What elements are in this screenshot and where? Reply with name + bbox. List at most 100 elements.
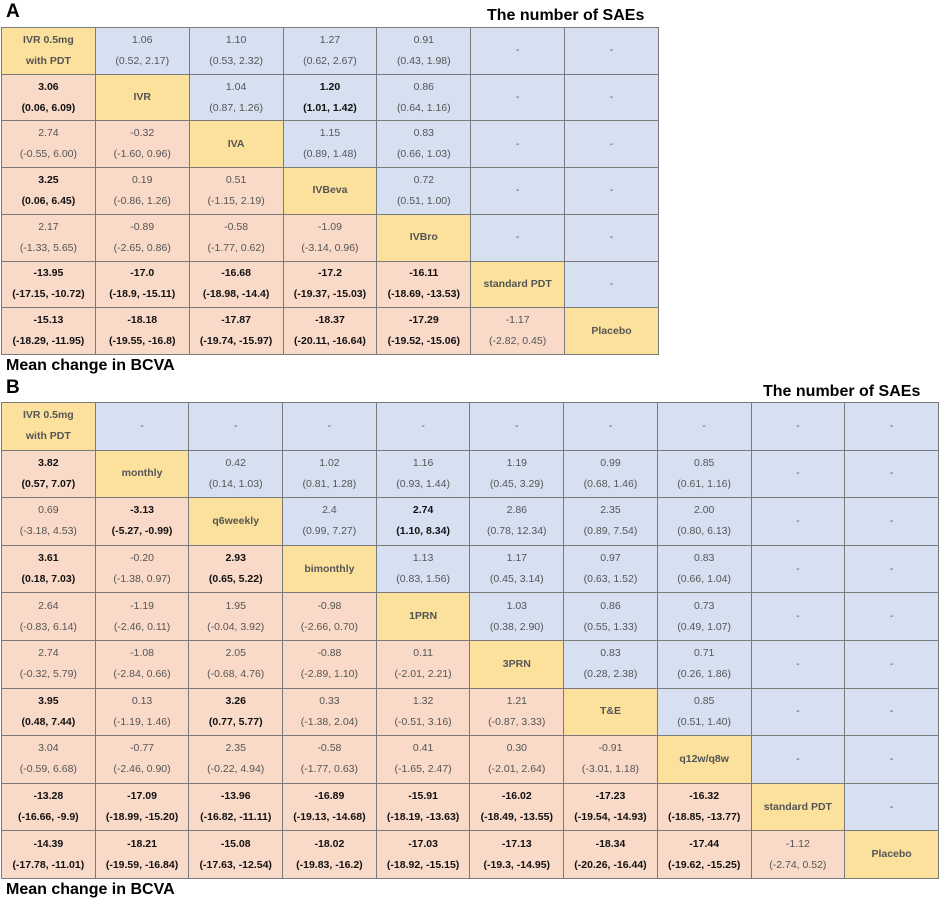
estimate: 1.20 (319, 80, 341, 93)
sae-comparison-cell: 1.04 (0.87, 1.26) (188, 73, 284, 122)
confidence-interval: (0.62, 2.67) (303, 54, 357, 67)
treatment-label-cell: 3PRN (469, 639, 565, 689)
no-data-dash: - (796, 657, 800, 670)
treatment-label: 1PRN (409, 610, 438, 623)
no-data-dash: - (515, 137, 520, 150)
estimate: 2.86 (506, 504, 527, 517)
no-data-dash: - (702, 419, 706, 432)
treatment-label-cell: IVR 0.5mg with PDT (1, 402, 96, 451)
bcva-comparison-cell: 0.19 (-0.86, 1.26) (94, 167, 190, 215)
estimate: 1.15 (319, 127, 341, 140)
estimate: -18.37 (315, 314, 345, 327)
confidence-interval: (-20.26, -16.44) (574, 858, 647, 871)
confidence-interval: (0.52, 2.17) (115, 54, 170, 67)
estimate: 0.86 (600, 599, 621, 612)
confidence-interval: (-1.33, 5.65) (19, 241, 78, 254)
estimate: -0.58 (224, 220, 249, 233)
bcva-comparison-cell: 0.33 (-1.38, 2.04) (282, 687, 377, 737)
bcva-comparison-cell: 2.74 (-0.32, 5.79) (1, 639, 96, 689)
table-row: 3.82 (0.57, 7.07) monthly 0.42 (0.14, 1.03) 1… (1, 449, 939, 499)
bcva-comparison-cell: 0.41 (-1.65, 2.47) (375, 735, 471, 784)
bcva-comparison-cell: 0.11 (-2.01, 2.21) (375, 639, 471, 689)
no-data-dash: - (796, 752, 800, 765)
estimate: -17.03 (408, 837, 438, 850)
confidence-interval: (-19.74, -15.97) (199, 335, 273, 348)
confidence-interval: (-3.01, 1.18) (581, 763, 640, 776)
no-data-cell: - (844, 639, 939, 689)
treatment-label: q6weekly (212, 514, 260, 527)
bcva-comparison-cell: -17.03 (-18.92, -15.15) (375, 830, 471, 879)
sae-comparison-cell: 0.86 (0.64, 1.16) (376, 73, 472, 122)
confidence-interval: (-1.77, 0.62) (207, 241, 265, 254)
confidence-interval: (0.83, 1.56) (396, 573, 450, 586)
bcva-comparison-cell: 2.74 (-0.55, 6.00) (1, 120, 96, 169)
confidence-interval: (0.51, 1.40) (677, 715, 731, 728)
confidence-interval: (-1.38, 0.97) (113, 573, 171, 586)
sae-comparison-cell: 1.27 (0.62, 2.67) (282, 27, 378, 75)
bcva-comparison-cell: -0.98 (-2.66, 0.70) (282, 592, 377, 641)
no-data-dash: - (515, 91, 520, 104)
estimate: 0.99 (600, 456, 621, 469)
bcva-comparison-cell: -0.58 (-1.77, 0.62) (188, 213, 284, 262)
no-data-cell: - (750, 497, 846, 546)
estimate: -0.98 (317, 599, 342, 612)
sae-comparison-cell: 1.19 (0.45, 3.29) (469, 449, 565, 499)
estimate: 0.72 (413, 173, 435, 186)
confidence-interval: (-16.82, -11.11) (200, 811, 272, 824)
confidence-interval: (0.89, 1.48) (303, 148, 357, 161)
bcva-comparison-cell: -0.32 (-1.60, 0.96) (94, 120, 190, 169)
no-data-dash: - (233, 419, 238, 432)
confidence-interval: (-0.86, 1.26) (113, 194, 171, 207)
bcva-comparison-cell: -1.12 (-2.74, 0.52) (750, 830, 846, 879)
estimate: -1.19 (130, 599, 154, 612)
treatment-label: T&E (599, 705, 621, 718)
confidence-interval: (-2.46, 0.11) (113, 620, 171, 633)
estimate: 2.74 (38, 647, 59, 660)
confidence-interval: (-18.29, -11.95) (12, 335, 85, 348)
bcva-comparison-cell: 3.61 (0.18, 7.03) (1, 544, 96, 594)
estimate: -0.88 (317, 647, 342, 660)
bcva-comparison-cell: -17.0 (-18.9, -15.11) (94, 260, 190, 309)
confidence-interval: (-2.46, 0.90) (113, 763, 171, 776)
treatment-label: standard PDT (763, 800, 832, 813)
no-data-cell: - (750, 639, 846, 689)
confidence-interval: (-18.69, -13.53) (387, 288, 460, 301)
confidence-interval: (-0.04, 3.92) (207, 620, 265, 633)
no-data-dash: - (796, 705, 800, 718)
sae-comparison-cell: 1.10 (0.53, 2.32) (188, 27, 284, 75)
no-data-dash: - (796, 467, 800, 480)
table-row: -15.13 (-18.29, -11.95) -18.18 (-19.55, -16… (1, 307, 659, 355)
estimate: 2.35 (225, 742, 246, 755)
sae-comparison-cell: 0.91 (0.43, 1.98) (376, 27, 472, 75)
no-data-cell: - (470, 120, 566, 169)
estimate: 1.19 (506, 456, 527, 469)
estimate: -1.09 (317, 220, 342, 233)
sae-comparison-cell: 0.42 (0.14, 1.03) (188, 449, 284, 499)
bcva-comparison-cell: -0.20 (-1.38, 0.97) (94, 544, 190, 594)
estimate: -18.34 (595, 837, 626, 850)
confidence-interval: (-17.78, -11.01) (12, 858, 85, 871)
sae-comparison-cell: 0.73 (0.49, 1.07) (656, 592, 752, 641)
estimate: 0.86 (413, 80, 435, 93)
confidence-interval: (-19.55, -16.8) (108, 335, 176, 348)
confidence-interval: (-5.27, -0.99) (111, 525, 173, 538)
confidence-interval: (0.77, 5.77) (208, 715, 263, 728)
sae-comparison-cell: 0.72 (0.51, 1.00) (376, 167, 472, 215)
confidence-interval: (-3.18, 4.53) (19, 525, 77, 538)
no-data-dash: - (889, 467, 894, 480)
treatment-label: q12w/q8w (679, 752, 729, 765)
estimate: 0.97 (600, 552, 621, 565)
confidence-interval: (-16.66, -9.9) (17, 811, 79, 824)
no-data-cell: - (470, 213, 566, 262)
estimate: -16.32 (689, 790, 720, 803)
confidence-interval: (-2.89, 1.10) (300, 668, 358, 681)
no-data-dash: - (421, 419, 425, 432)
bcva-comparison-cell: 3.26 (0.77, 5.77) (188, 687, 284, 737)
sae-comparison-cell: 1.17 (0.45, 3.14) (469, 544, 565, 594)
estimate: 3.06 (38, 80, 59, 93)
no-data-cell: - (656, 402, 752, 451)
confidence-interval: (-18.98, -14.4) (202, 288, 270, 301)
no-data-dash: - (515, 44, 520, 57)
bcva-comparison-cell: -17.29 (-19.52, -15.06) (376, 307, 472, 355)
treatment-label: bimonthly (304, 562, 355, 575)
